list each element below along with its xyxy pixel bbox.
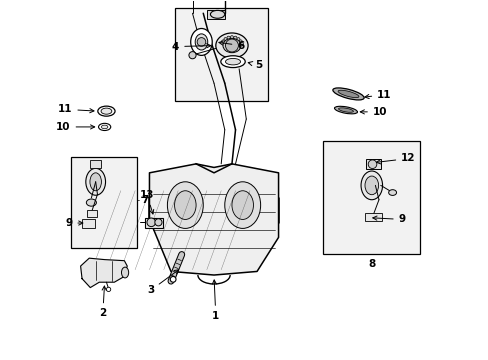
Text: 10: 10 xyxy=(360,107,386,117)
Ellipse shape xyxy=(233,36,237,41)
Text: 5: 5 xyxy=(248,60,262,70)
Bar xyxy=(364,213,381,221)
Bar xyxy=(145,218,163,228)
Circle shape xyxy=(225,39,238,52)
Text: 11: 11 xyxy=(364,90,391,100)
Ellipse shape xyxy=(86,199,96,206)
Ellipse shape xyxy=(332,88,364,100)
Ellipse shape xyxy=(224,38,228,42)
Bar xyxy=(323,140,419,253)
Ellipse shape xyxy=(226,36,230,41)
Circle shape xyxy=(197,38,205,46)
Ellipse shape xyxy=(210,10,224,18)
Text: 13: 13 xyxy=(140,190,154,214)
Bar xyxy=(206,10,224,19)
Ellipse shape xyxy=(99,123,110,131)
Bar xyxy=(366,159,380,169)
Polygon shape xyxy=(81,258,127,288)
Ellipse shape xyxy=(223,39,241,53)
Ellipse shape xyxy=(85,168,105,195)
Text: 1: 1 xyxy=(212,280,219,321)
Ellipse shape xyxy=(221,56,244,68)
Text: 8: 8 xyxy=(367,259,375,269)
Ellipse shape xyxy=(224,182,260,228)
Ellipse shape xyxy=(167,182,203,228)
Circle shape xyxy=(367,160,376,168)
Ellipse shape xyxy=(238,42,243,46)
Ellipse shape xyxy=(221,40,226,44)
Ellipse shape xyxy=(225,58,240,65)
Text: 9: 9 xyxy=(65,218,82,228)
Text: 3: 3 xyxy=(146,270,178,296)
Text: 4: 4 xyxy=(171,42,210,51)
Bar xyxy=(70,157,137,248)
Circle shape xyxy=(188,51,196,59)
Ellipse shape xyxy=(101,108,112,114)
Text: 11: 11 xyxy=(58,104,94,114)
Bar xyxy=(86,211,97,217)
Circle shape xyxy=(106,287,110,292)
Ellipse shape xyxy=(121,267,128,278)
Ellipse shape xyxy=(388,190,396,195)
Text: 9: 9 xyxy=(372,215,405,224)
Polygon shape xyxy=(149,164,278,275)
Bar xyxy=(82,219,95,228)
Bar xyxy=(174,8,267,101)
Text: 6: 6 xyxy=(219,41,244,50)
Circle shape xyxy=(170,276,176,282)
Ellipse shape xyxy=(237,40,242,44)
Ellipse shape xyxy=(231,191,253,220)
Text: 2: 2 xyxy=(99,286,106,318)
Ellipse shape xyxy=(190,28,212,55)
Ellipse shape xyxy=(101,125,108,129)
Circle shape xyxy=(147,218,155,226)
Ellipse shape xyxy=(337,90,358,98)
Bar xyxy=(90,160,101,168)
Ellipse shape xyxy=(364,176,378,195)
Ellipse shape xyxy=(195,34,207,50)
Ellipse shape xyxy=(215,33,247,58)
Ellipse shape xyxy=(360,171,382,200)
Text: 12: 12 xyxy=(376,153,415,164)
Text: 7: 7 xyxy=(142,195,149,205)
Ellipse shape xyxy=(230,36,233,41)
Ellipse shape xyxy=(90,173,101,191)
Ellipse shape xyxy=(334,106,357,114)
Ellipse shape xyxy=(235,38,240,42)
Ellipse shape xyxy=(174,191,196,220)
Circle shape xyxy=(155,219,162,226)
Ellipse shape xyxy=(338,108,353,112)
Ellipse shape xyxy=(98,106,115,116)
Text: 10: 10 xyxy=(56,122,95,132)
